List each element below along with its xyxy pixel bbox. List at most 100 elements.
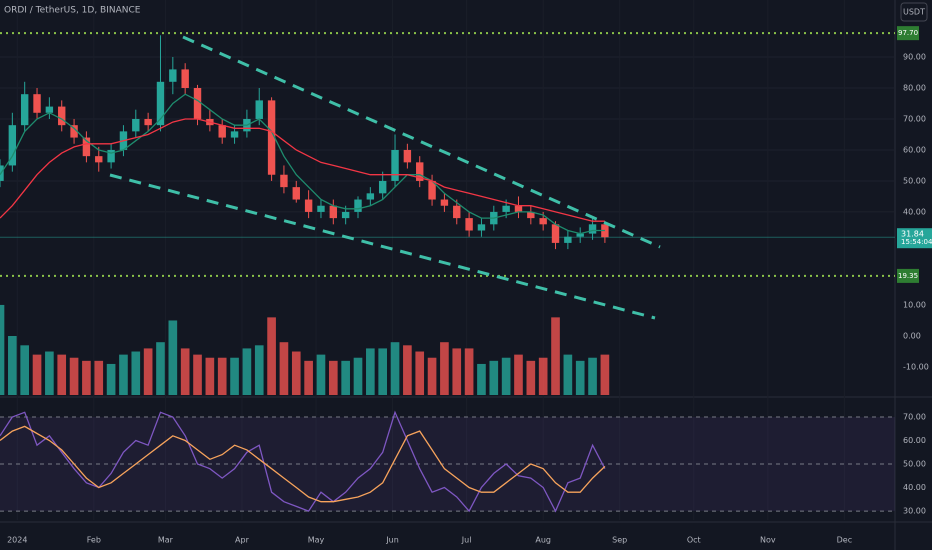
volume-bar	[242, 348, 252, 395]
x-tick-label: May	[308, 536, 325, 545]
volume-bar	[341, 360, 350, 395]
level-label: 97.70	[898, 29, 918, 37]
candle-body	[453, 205, 461, 219]
moving-average	[0, 93, 605, 235]
candle-body	[267, 100, 276, 175]
volume-bar	[193, 354, 202, 395]
volume-bar	[575, 360, 585, 395]
candle-body	[366, 193, 375, 200]
chart-title: ORDI / TetherUS, 1D, BINANCE	[4, 6, 141, 16]
volume-bar	[366, 348, 375, 395]
candle-body	[477, 224, 486, 231]
x-tick-label: Jul	[461, 536, 472, 545]
volume-bar	[452, 348, 462, 395]
plot-layer	[0, 32, 895, 513]
candle-body	[45, 106, 54, 113]
y-tick-label: 90.00	[903, 53, 926, 62]
currency-button-label[interactable]: USDT	[903, 8, 925, 17]
candle-body	[465, 218, 473, 231]
candle-body	[193, 87, 202, 119]
rsi-line	[0, 425, 606, 503]
currency-button[interactable]	[900, 2, 928, 22]
volume-bar	[600, 354, 610, 395]
volume-bar	[205, 357, 215, 395]
y-tick-label: 40.00	[903, 207, 926, 216]
volume-bar	[551, 317, 560, 395]
x-tick-label: Nov	[760, 536, 776, 545]
candle-body	[58, 106, 66, 126]
volume-bar	[82, 360, 91, 395]
trend-line-upper	[182, 35, 661, 249]
volume-bar	[279, 342, 289, 395]
y-tick-label: 10.00	[903, 300, 926, 309]
countdown-label: 15:54:04	[901, 238, 932, 246]
volume-bar	[477, 363, 486, 395]
candle-body	[416, 162, 424, 181]
candle-body	[564, 236, 572, 243]
candle-body	[576, 233, 584, 237]
volume-bar	[415, 351, 425, 395]
volume-bar	[316, 354, 326, 395]
candle-body	[169, 69, 177, 82]
y-tick-label: 70.00	[903, 412, 926, 421]
volume-bar	[106, 363, 116, 395]
volume-bar	[514, 354, 523, 395]
candle-body	[0, 165, 4, 181]
x-tick-label: Sep	[612, 536, 627, 545]
candle-body	[428, 180, 436, 200]
level-label-box	[897, 268, 919, 283]
volume-bar	[440, 342, 449, 395]
y-tick-label: 60.00	[903, 436, 926, 445]
volume-bar	[143, 348, 153, 395]
candle-body	[156, 81, 165, 126]
volume-bar	[8, 335, 17, 395]
candle-body	[403, 149, 412, 163]
candle-body	[132, 118, 140, 132]
y-tick-label: 60.00	[903, 145, 926, 154]
x-tick-label: Dec	[837, 536, 852, 545]
volume-bar	[57, 354, 67, 395]
candle-body	[82, 137, 91, 157]
x-tick-label: Feb	[87, 536, 101, 545]
level-label-box	[897, 26, 919, 41]
rsi-pane	[0, 405, 895, 520]
x-tick-label: Oct	[687, 536, 701, 545]
volume-bar	[230, 357, 239, 395]
last-price-label: 31.84	[901, 230, 924, 239]
candle-body	[588, 224, 597, 234]
volume-bar	[119, 354, 128, 395]
candle-body	[341, 211, 350, 219]
volume-bar	[328, 360, 338, 395]
candle-body	[33, 94, 41, 113]
volume-bar	[131, 351, 141, 395]
candle-body	[230, 131, 239, 138]
volume-bar	[45, 351, 54, 395]
candle-body	[539, 218, 547, 225]
volume-bar	[291, 351, 301, 395]
candle-body	[255, 100, 263, 119]
candle-body	[329, 205, 338, 219]
rsi-line	[0, 410, 606, 513]
volume-bar	[0, 304, 5, 395]
moving-average	[0, 118, 605, 222]
candle-body	[354, 199, 362, 212]
volume-bar	[94, 360, 104, 395]
volume-bar	[489, 360, 499, 395]
y-tick-label: 40.00	[903, 483, 926, 492]
volume-bar	[32, 354, 42, 395]
candle-body	[502, 205, 510, 212]
volume-bar	[217, 357, 227, 395]
y-tick-label: 50.00	[903, 176, 926, 185]
volume-bar	[168, 320, 178, 395]
volume-bar	[353, 357, 363, 395]
candle-body	[70, 125, 78, 138]
volume-bar	[563, 354, 573, 395]
candle-body	[378, 180, 387, 194]
volume-bar	[254, 345, 264, 395]
candle-body	[218, 125, 226, 138]
volume-bar	[69, 357, 79, 395]
candle-body	[181, 69, 189, 88]
candle-body	[514, 205, 523, 212]
volume-bar	[390, 342, 400, 395]
